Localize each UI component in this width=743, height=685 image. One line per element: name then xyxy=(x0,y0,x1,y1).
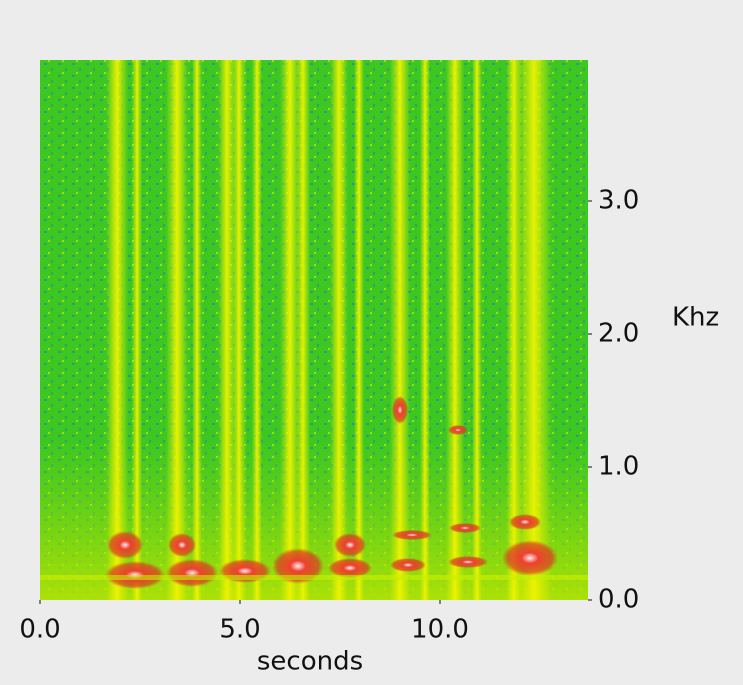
spectrogram-image xyxy=(40,60,588,600)
y-tick-label: 0.0 xyxy=(598,585,639,615)
x-tick-label: 0.0 xyxy=(19,615,60,645)
y-tick-label: 3.0 xyxy=(598,185,639,215)
y-tick-label: 2.0 xyxy=(598,318,639,348)
y-tick-label: 1.0 xyxy=(598,451,639,481)
x-axis-label: seconds xyxy=(257,647,363,677)
y-axis-label: Khz xyxy=(672,303,719,333)
x-tick-label: 5.0 xyxy=(219,615,260,645)
x-tick-label: 10.0 xyxy=(411,615,469,645)
